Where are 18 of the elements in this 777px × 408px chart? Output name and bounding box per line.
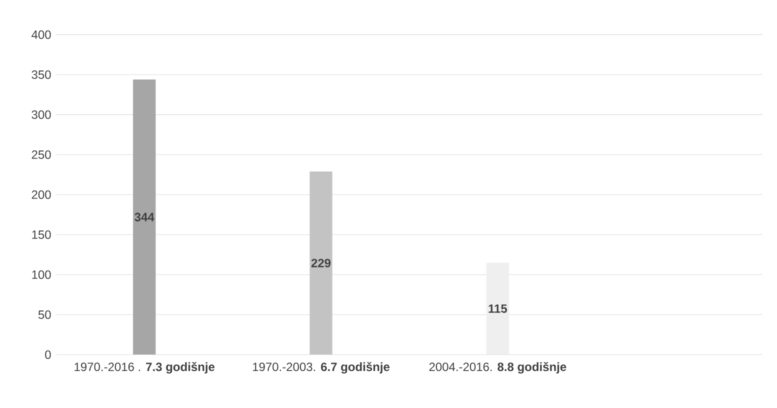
y-tick-label: 200 xyxy=(32,190,51,199)
y-tick-label: 400 xyxy=(32,30,51,39)
x-tick-label: 1970.-2003. 6.7 godišnje xyxy=(253,362,390,374)
y-tick-label: 300 xyxy=(32,110,51,119)
x-tick-label: 2004.-2016. 8.8 godišnje xyxy=(429,362,566,374)
y-tick-label: 150 xyxy=(32,230,51,239)
y-tick-label: 0 xyxy=(45,350,51,359)
bar xyxy=(133,79,156,355)
data-label: 344 xyxy=(134,212,154,222)
bar xyxy=(486,262,510,355)
x-tick-label: 1970.-2016 . 7.3 godišnje xyxy=(74,362,215,374)
data-label: 115 xyxy=(488,304,508,313)
y-tick-label: 100 xyxy=(32,270,51,279)
y-tick-label: 50 xyxy=(38,310,51,319)
bar xyxy=(310,171,332,355)
y-tick-label: 250 xyxy=(32,150,51,159)
y-tick-label: 350 xyxy=(32,70,51,79)
data-label: 229 xyxy=(311,258,331,268)
